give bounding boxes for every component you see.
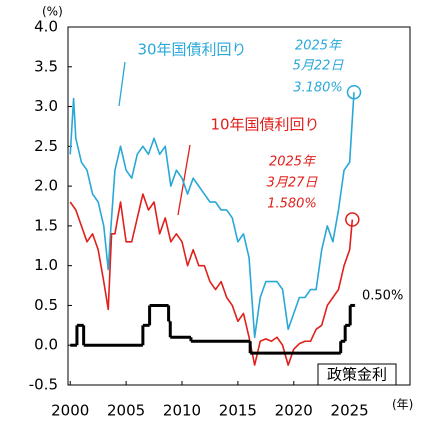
y-unit: (%) [42,5,63,19]
x-tick-label: 2025 [331,402,369,420]
x-tick-label: 2020 [275,402,313,420]
series-label: 30年国債利回り [137,41,246,59]
x-tick-label: 2005 [107,402,145,420]
annotation: 2025年 [269,155,317,170]
y-tick-label: 3.0 [34,97,58,115]
y-tick-label: 0.5 [34,296,58,314]
x-unit: (年) [392,398,413,412]
y-tick-label: 0.0 [34,336,58,354]
end-marker [346,84,362,100]
y-tick-label: 1.5 [34,216,58,234]
x-tick-label: 2010 [163,402,201,420]
annotation: 3.180% [293,81,343,96]
leader-line [118,61,126,107]
x-tick-label: 2000 [51,402,89,420]
series-line [69,193,354,366]
series-label: 10年国債利回り [210,116,319,134]
y-tick-label: 2.0 [34,177,58,195]
y-tick-label: 1.0 [34,256,58,274]
y-tick-label: -0.5 [29,376,58,394]
annotation: 0.50% [362,289,403,304]
end-marker [345,212,360,227]
x-tick-label: 2015 [219,402,257,420]
plot-frame [67,26,411,386]
annotation: 2025年 [295,39,343,54]
annotation: 1.580% [267,197,317,212]
annotation: 3月27日 [267,176,319,191]
leader-line [177,144,191,216]
annotation: 5月22日 [293,59,345,74]
series-line [69,92,355,339]
y-tick-label: 4.0 [34,18,58,36]
y-tick-label: 2.5 [34,137,58,155]
legend-box [317,363,397,386]
series-label: 政策金利 [327,366,387,384]
y-tick-label: 3.5 [34,57,58,75]
